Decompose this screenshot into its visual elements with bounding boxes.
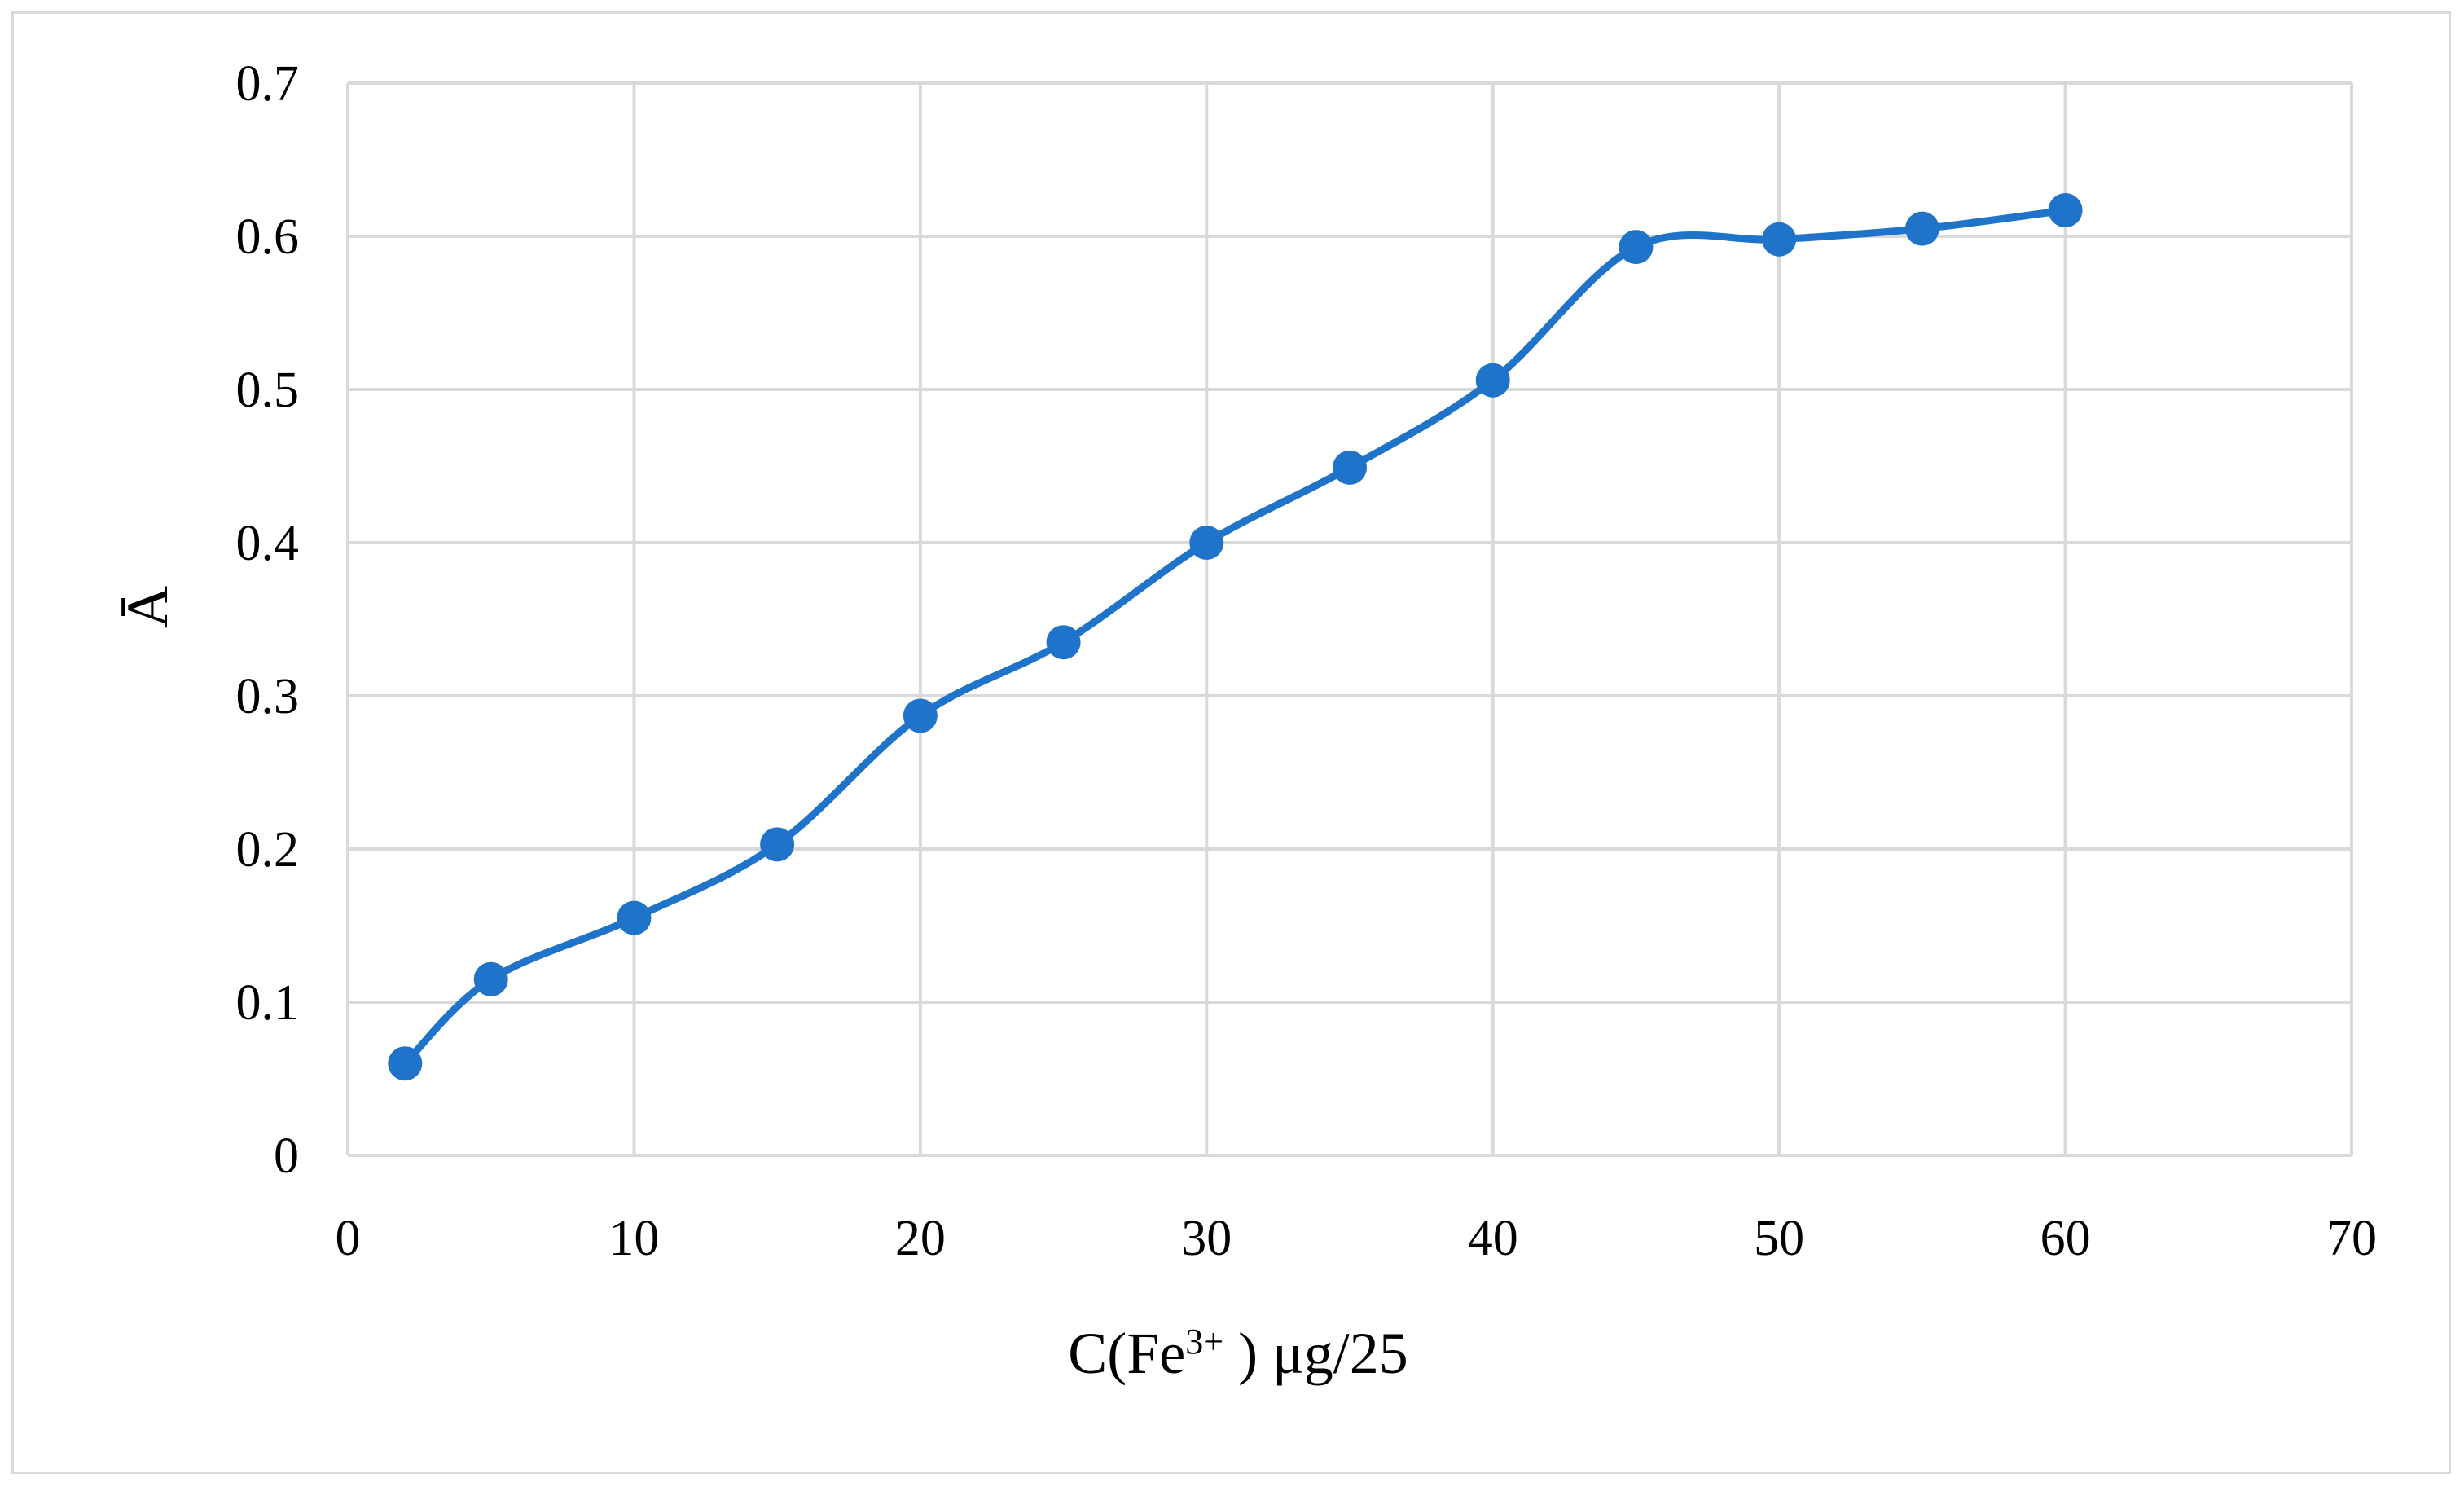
x-tick-label: 10: [608, 1211, 659, 1266]
chart-frame: [11, 11, 2451, 1474]
x-axis-title-superscript: 3+: [1185, 1322, 1223, 1362]
series-line: [401, 206, 2070, 1067]
data-point: [473, 961, 508, 996]
y-tick-label: 0.5: [236, 363, 300, 418]
data-point: [1333, 450, 1367, 485]
y-tick-label: 0.4: [236, 516, 300, 571]
x-tick-label: 20: [895, 1211, 946, 1266]
data-point: [1475, 363, 1510, 398]
x-axis-title-base: C(Fe: [1068, 1321, 1185, 1386]
data-point: [760, 827, 795, 862]
y-tick-label: 0.7: [236, 56, 300, 112]
y-tick-label: 0.6: [236, 209, 300, 265]
x-tick-label: 60: [2040, 1211, 2091, 1266]
grid-lines: [346, 81, 2353, 1157]
data-point: [903, 698, 938, 733]
x-tick-label: 0: [336, 1211, 361, 1266]
data-point: [388, 1046, 423, 1081]
x-tick-label: 50: [1754, 1211, 1804, 1266]
data-point: [2048, 193, 2083, 228]
series-layer: [388, 193, 2083, 1081]
y-axis-tick-labels: 0 0.1 0.2 0.3 0.4 0.5 0.6 0.7: [236, 56, 300, 1184]
data-point: [1762, 222, 1797, 257]
data-point: [1619, 230, 1654, 265]
x-axis-title-tail: ) μg/25: [1223, 1321, 1408, 1386]
data-point: [617, 900, 652, 935]
data-point: [1904, 211, 1939, 246]
y-tick-label: 0.1: [236, 975, 300, 1031]
y-tick-label: 0.2: [236, 822, 300, 878]
x-tick-label: 40: [1468, 1211, 1518, 1266]
y-axis-title: Ā: [115, 586, 180, 628]
x-axis-tick-labels: 0 10 20 30 40 50 60 70: [336, 1211, 2378, 1266]
x-tick-label: 70: [2326, 1211, 2377, 1266]
data-point: [1189, 526, 1224, 560]
x-tick-label: 30: [1181, 1211, 1232, 1266]
x-axis-title: C(Fe3+ ) μg/25: [1068, 1321, 1408, 1386]
y-tick-label: 0.3: [236, 669, 300, 724]
y-tick-label: 0: [274, 1128, 299, 1184]
data-point: [1046, 625, 1081, 660]
